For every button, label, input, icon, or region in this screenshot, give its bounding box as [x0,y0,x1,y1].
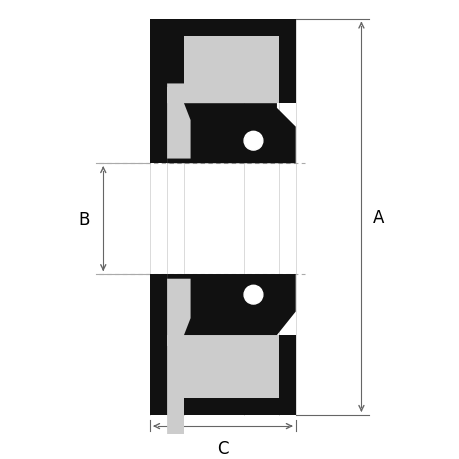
Circle shape [244,132,262,151]
Polygon shape [150,398,295,415]
Polygon shape [150,20,295,37]
Text: B: B [78,210,90,228]
Text: C: C [217,439,228,457]
Circle shape [244,285,262,304]
Circle shape [239,127,267,156]
Polygon shape [167,104,295,164]
Polygon shape [167,336,278,398]
Polygon shape [167,37,278,104]
Polygon shape [167,37,184,88]
Polygon shape [167,347,184,398]
Polygon shape [278,336,295,398]
Text: A: A [372,208,383,226]
Polygon shape [150,20,167,164]
Polygon shape [150,274,167,415]
Polygon shape [278,37,295,104]
Polygon shape [167,279,190,445]
Circle shape [239,281,267,309]
Polygon shape [167,274,295,336]
Polygon shape [167,84,190,159]
